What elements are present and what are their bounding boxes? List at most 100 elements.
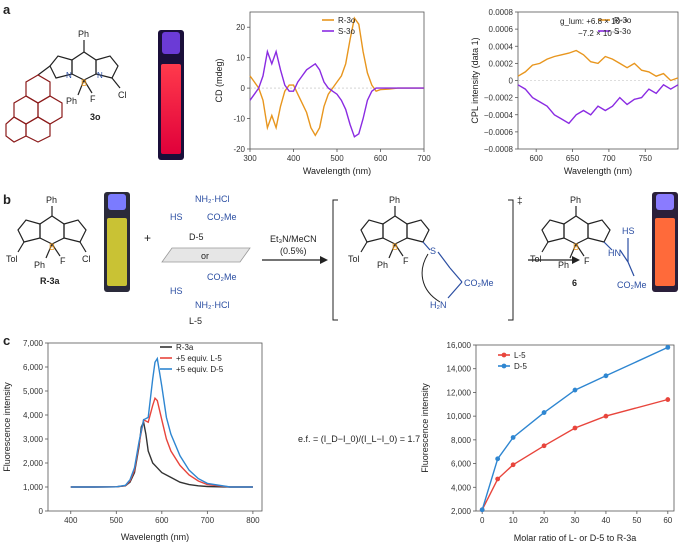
cpl-chart: 600 650 700 750 −0.0008 −0.0006 −0.0004 −0.0002…	[470, 8, 679, 176]
molar-legend-label: D-5	[514, 362, 527, 371]
or-box	[161, 247, 251, 263]
cpl-ytick-label: 0.0006	[489, 25, 514, 34]
vial-6-cap	[656, 194, 674, 210]
molar-ytick-label: 8,000	[451, 436, 472, 445]
n-label-left-3o: N	[66, 71, 72, 80]
vial-3o	[158, 30, 184, 160]
fluor-legend-label: +5 equiv. L-5	[176, 354, 222, 363]
molar-ytick-label: 6,000	[451, 460, 472, 469]
ph-label-ts: Ph	[389, 195, 400, 205]
co2me-label-6: CO₂Me	[617, 280, 647, 290]
hs-label-d5: HS	[170, 212, 183, 222]
reaction-arrowhead-2	[572, 256, 580, 264]
nh2hcl-label-d5: NH₂·HCl	[195, 194, 230, 204]
cl-label-r3a: Cl	[82, 254, 91, 264]
fluor-ytick-label: 2,000	[23, 459, 44, 468]
molar-xtick-label: 60	[663, 516, 672, 525]
ts-mark: ‡	[517, 196, 523, 207]
cpl-annotation-2: −7.2 × 10⁻⁴	[578, 29, 620, 38]
fluorescence-chart: 400 500 600 700 800 0 1,000 2,000 3,000 4,000 5,00…	[2, 339, 263, 542]
molar-ytick-label: 10,000	[447, 412, 472, 421]
panel-letter-b: b	[3, 192, 11, 207]
structure-3o: Ph B Ph F Cl N N 3o	[5, 29, 127, 143]
plus-sign: +	[144, 231, 151, 245]
ts-bracket-right	[508, 199, 514, 321]
compound-label-r3a: R-3a	[40, 276, 61, 286]
ph-label-6-b: Ph	[558, 260, 569, 270]
f-label-6: F	[584, 256, 590, 266]
cpl-ytick-label: 0.0004	[489, 42, 514, 51]
molar-series-line-0	[481, 398, 668, 511]
cpl-x-axis-label: Wavelength (nm)	[564, 166, 632, 176]
cd-ytick-label: 10	[236, 54, 245, 63]
cd-ytick-label: 0	[241, 84, 246, 93]
molar-data-point-1	[479, 507, 485, 513]
ph-label-r3a-b: Ph	[34, 260, 45, 270]
fluor-legend-label: R-3a	[176, 343, 194, 352]
compound-label-3o: 3o	[90, 112, 101, 122]
molar-x-axis-label: Molar ratio of L- or D-5 to R-3a	[514, 533, 637, 543]
fluor-ytick-label: 0	[39, 507, 44, 516]
molar-data-point-0	[541, 443, 547, 449]
fluor-y-axis-label: Fluorescence intensity	[2, 382, 12, 472]
co2me-label-l5: CO₂Me	[207, 272, 237, 282]
tol-label-6: Tol	[530, 254, 542, 264]
molar-data-point-1	[665, 344, 671, 350]
l5-label: L-5	[189, 316, 202, 326]
f-label-ts: F	[403, 256, 409, 266]
molar-ytick-label: 2,000	[451, 507, 472, 516]
molar-y-axis-label: Fluorescence intensity	[420, 383, 430, 473]
fluor-series-line-2	[70, 356, 253, 488]
f-label-3o: F	[90, 94, 96, 104]
hs-label-6: HS	[622, 226, 635, 236]
molar-data-point-0	[665, 397, 671, 402]
molar-xtick-label: 10	[509, 516, 518, 525]
d5-label: D-5	[189, 232, 204, 242]
molar-data-point-0	[510, 462, 516, 468]
ph-label-3o: Ph	[78, 29, 89, 39]
scheme-b: Ph Tol B Ph F Cl R-3a + HS NH₂·HCl CO₂Me…	[6, 192, 678, 326]
s-label-ts: S	[430, 246, 436, 256]
co2me-label-ts: CO₂Me	[464, 278, 494, 288]
molar-ytick-label: 4,000	[451, 483, 472, 492]
ph-label-6: Ph	[570, 195, 581, 205]
fluor-ytick-label: 1,000	[23, 483, 44, 492]
vial-6-liquid	[655, 218, 675, 286]
cpl-xtick-label: 700	[602, 154, 616, 163]
b-label-3o: B	[81, 78, 87, 88]
cpl-ytick-label: 0	[509, 77, 514, 86]
cpl-annotation-1: g_lum: +6.8 × 10⁻⁴	[560, 17, 628, 26]
fluor-xtick-label: 400	[64, 516, 78, 525]
cpl-ytick-label: −0.0002	[484, 94, 514, 103]
molar-data-point-0	[495, 476, 501, 482]
cd-ytick-label: -20	[233, 145, 245, 154]
cd-chart: 300 400 500 600 700 -20 -10 0 10 20 Wavelength (nm…	[214, 11, 431, 176]
fluor-x-axis-label: Wavelength (nm)	[121, 532, 189, 542]
fluor-series-line-0	[70, 419, 253, 488]
fluor-ytick-label: 3,000	[23, 435, 44, 444]
fluor-ytick-label: 5,000	[23, 387, 44, 396]
molar-xtick-label: 30	[571, 516, 580, 525]
panel-letter-a: a	[3, 2, 11, 17]
molar-ytick-label: 14,000	[447, 365, 472, 374]
b-label-6: B	[573, 242, 579, 252]
reagent-line1: Et₃N/MeCN	[270, 234, 317, 244]
cd-xtick-label: 700	[417, 154, 431, 163]
cpl-series-line-1	[517, 83, 679, 125]
cd-xtick-label: 400	[287, 154, 301, 163]
reaction-arrowhead-1	[320, 256, 328, 264]
molar-xtick-label: 0	[480, 516, 485, 525]
cd-legend-label: S-3o	[338, 27, 355, 36]
co2me-label-d5: CO₂Me	[207, 212, 237, 222]
fluor-ytick-label: 4,000	[23, 411, 44, 420]
molar-xtick-label: 50	[632, 516, 641, 525]
cd-y-axis-label: CD (mdeg)	[214, 58, 224, 102]
molar-data-point-1	[495, 456, 501, 462]
molar-xtick-label: 20	[540, 516, 549, 525]
cl-label-3o: Cl	[118, 90, 127, 100]
b-label-ts: B	[392, 242, 398, 252]
product-label-6: 6	[572, 278, 577, 288]
molar-data-point-1	[541, 410, 547, 415]
cpl-ytick-label: −0.0006	[484, 128, 514, 137]
cpl-y-axis-label: CPL intensity (data 1)	[470, 37, 480, 123]
